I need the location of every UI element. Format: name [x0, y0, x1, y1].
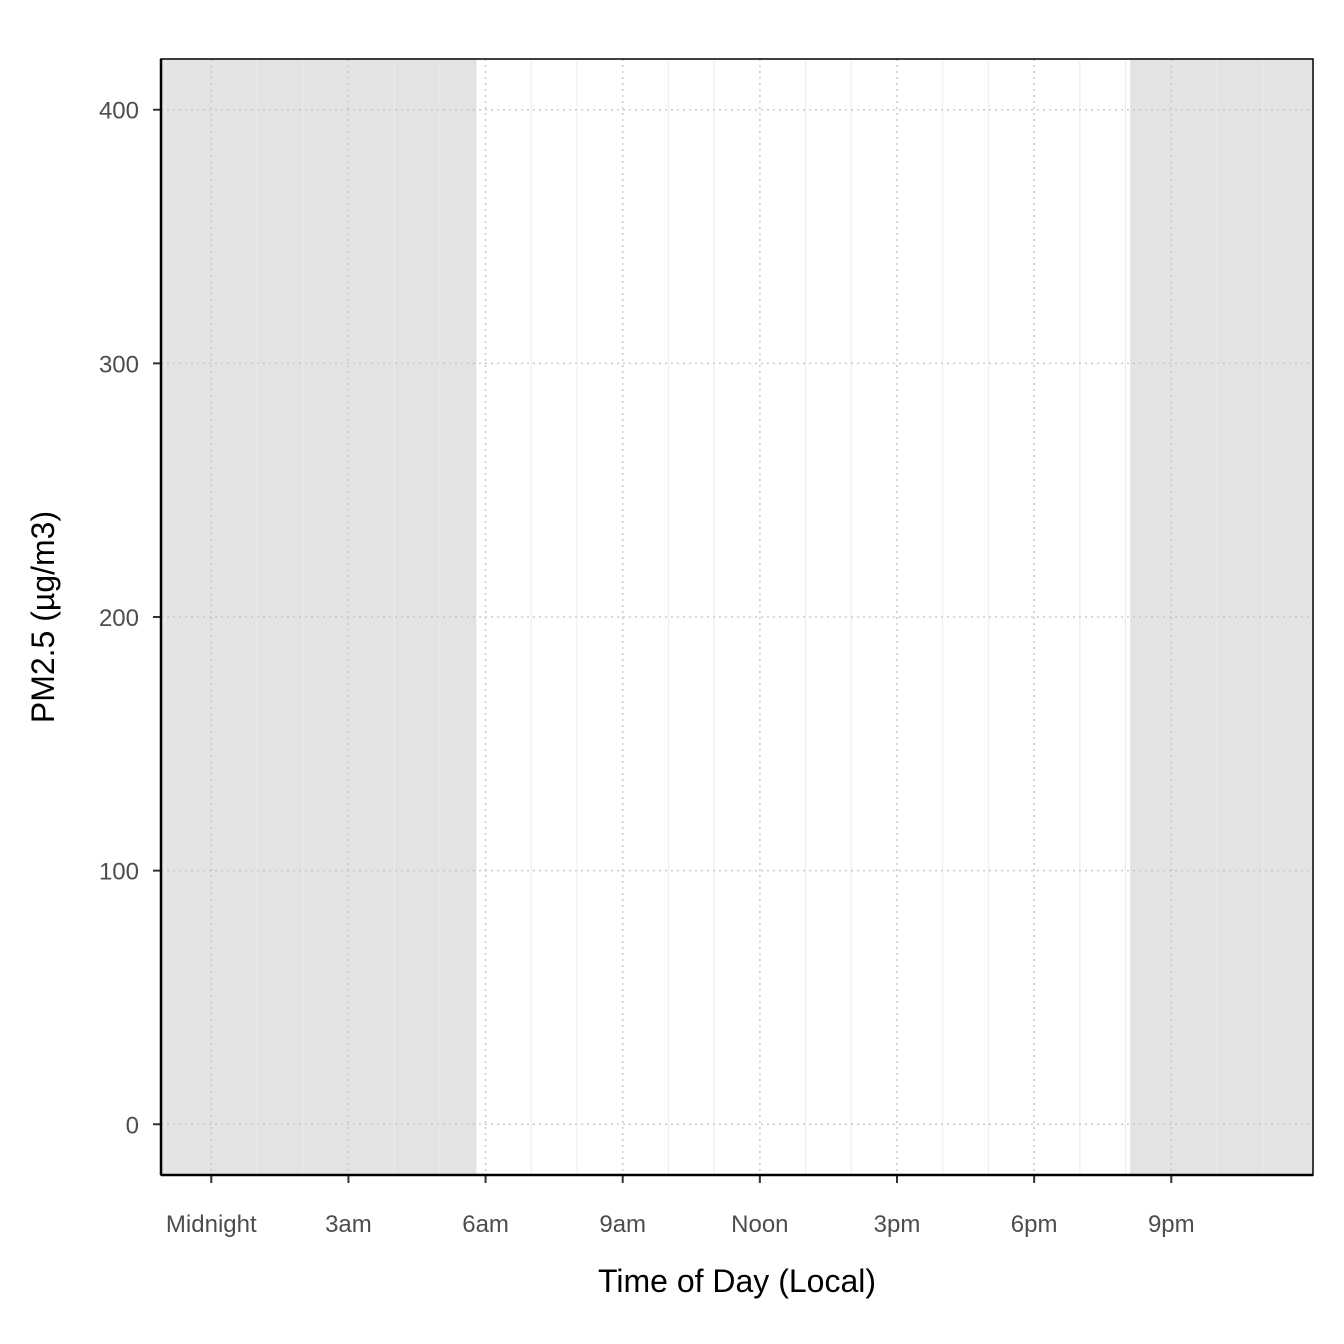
- x-tick-label: 3pm: [874, 1211, 921, 1238]
- night-shading-layer: [161, 59, 1313, 1175]
- x-tick-label: 6am: [462, 1211, 509, 1238]
- y-axis-title: PM2.5 (µg/m3): [25, 511, 61, 723]
- x-tick-label: Noon: [731, 1211, 788, 1238]
- axis-layer: [153, 58, 1314, 1183]
- x-axis-title: Time of Day (Local): [598, 1263, 876, 1299]
- grid-layer: [161, 59, 1313, 1175]
- night-shading-1: [1130, 59, 1313, 1175]
- x-tick-label: Midnight: [166, 1211, 257, 1238]
- x-tick-label: 3am: [325, 1211, 372, 1238]
- y-tick-label: 300: [99, 351, 139, 378]
- label-layer: Midnight 3am 6am 9am Noon 3pm 6pm 9pm 0 100 200 300…: [99, 98, 1195, 1238]
- x-tick-label: 6pm: [1011, 1211, 1058, 1238]
- x-tick-label: 9pm: [1148, 1211, 1195, 1238]
- x-tick-label: 9am: [599, 1211, 646, 1238]
- y-tick-label: 100: [99, 859, 139, 886]
- y-tick-label: 400: [99, 98, 139, 125]
- y-tick-label: 0: [126, 1112, 139, 1139]
- y-tick-label: 200: [99, 605, 139, 632]
